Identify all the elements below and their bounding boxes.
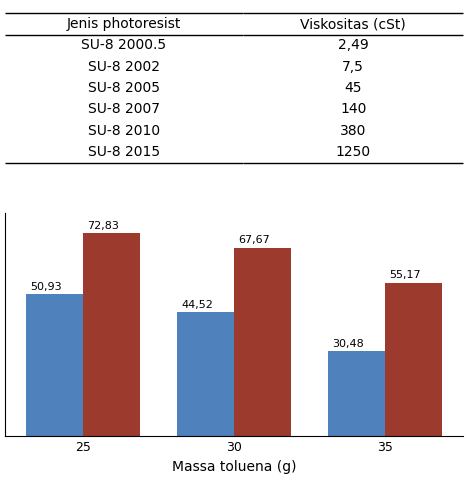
- Text: 72,83: 72,83: [88, 221, 119, 231]
- Text: 50,93: 50,93: [30, 282, 62, 292]
- Text: 44,52: 44,52: [181, 300, 213, 310]
- Bar: [176, 312, 234, 436]
- Bar: [328, 352, 385, 436]
- X-axis label: Massa toluena (g): Massa toluena (g): [172, 460, 296, 474]
- Bar: [26, 295, 83, 436]
- Bar: [234, 248, 292, 436]
- Text: 55,17: 55,17: [390, 270, 421, 280]
- Text: 67,67: 67,67: [239, 236, 271, 246]
- Text: 30,48: 30,48: [332, 339, 364, 349]
- Bar: [385, 283, 442, 436]
- Bar: [83, 233, 140, 436]
